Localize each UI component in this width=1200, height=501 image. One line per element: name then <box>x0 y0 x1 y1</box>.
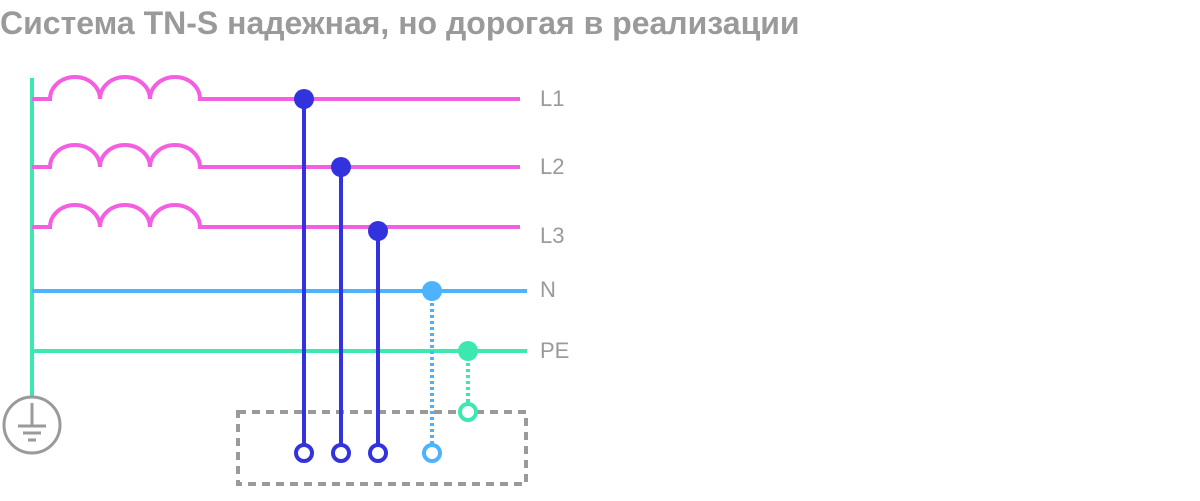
phase-lines <box>32 75 520 229</box>
pe-terminal <box>458 402 478 422</box>
neutral-terminal <box>422 443 442 463</box>
neutral-junction <box>422 281 442 301</box>
line-label: L3 <box>540 223 564 248</box>
ground-symbol <box>2 395 62 455</box>
phase-drops <box>302 99 380 445</box>
title: Система TN-S надежная, но дорогая в реал… <box>0 5 800 41</box>
junctions <box>294 89 388 241</box>
line-label: L1 <box>540 86 564 111</box>
pe-junction <box>458 341 478 361</box>
line-label: L2 <box>540 154 564 179</box>
terminals <box>294 443 388 463</box>
line-label: N <box>540 277 556 302</box>
line-label: PE <box>540 338 569 363</box>
consumer-box <box>236 410 528 486</box>
